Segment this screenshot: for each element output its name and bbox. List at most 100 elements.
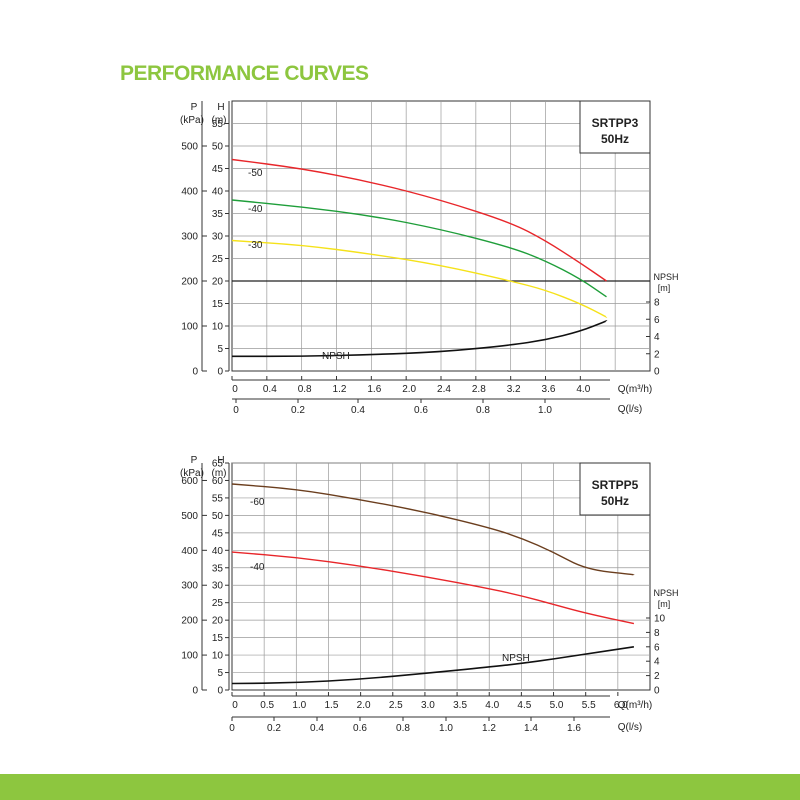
chart1-series-npsh-line <box>232 320 608 358</box>
chart2-q2-tick-label: 1.2 <box>482 723 496 734</box>
chart1-series-label: -30 <box>248 240 263 251</box>
chart2-q1-tick-label: 1.5 <box>325 700 339 711</box>
chart2-npsh-tick-label: 2 <box>654 671 660 682</box>
chart2-p-axis-unit: (kPa) <box>180 468 204 479</box>
chart1-series-curve-line <box>231 199 607 298</box>
chart2-p-tick-label: 600 <box>181 476 198 487</box>
chart2-p-tick-label: 100 <box>181 651 198 662</box>
chart2-p-tick-label: 200 <box>181 616 198 627</box>
chart2-q2-tick-label: 0.4 <box>310 723 324 734</box>
chart2-q2-tick-label: 1.0 <box>439 723 453 734</box>
chart2-h-tick-label: 35 <box>212 563 224 574</box>
chart1-p-tick-label: 200 <box>181 277 198 288</box>
chart1-h-tick-label: 45 <box>212 164 224 175</box>
chart2-q1-tick-label: 5.0 <box>550 700 564 711</box>
chart2-series-label: -60 <box>250 497 265 508</box>
chart2-h-tick-label: 55 <box>212 493 224 504</box>
chart2-series-curve-line <box>231 551 635 625</box>
chart2-title-box <box>579 462 651 516</box>
chart2-series-curve-line <box>231 483 635 576</box>
chart1-h-tick-label: 20 <box>212 277 224 288</box>
chart1-q2-tick-label: 0 <box>233 405 239 416</box>
chart2-h-axis-unit: (m) <box>212 468 227 479</box>
chart1-q1-tick-label: 0.8 <box>298 384 312 395</box>
chart2-q2-tick-label: 0.6 <box>353 723 367 734</box>
chart1-h-axis-label: H <box>217 102 224 113</box>
chart1-p-tick-label: 500 <box>181 142 198 153</box>
chart2-q1-tick-label: 3.0 <box>421 700 435 711</box>
chart2-q1-axis-label: Q(m³/h) <box>618 700 652 711</box>
chart2-subtitle: 50Hz <box>601 494 629 508</box>
chart2-p-tick-label: 300 <box>181 581 198 592</box>
chart1-npsh-tick-label: 6 <box>654 315 660 326</box>
chart1-p-tick-label: 100 <box>181 322 198 333</box>
chart1-h-tick-label: 5 <box>217 344 223 355</box>
chart2-npsh-tick-label: 4 <box>654 657 660 668</box>
chart2-q1-tick-label: 2.5 <box>389 700 403 711</box>
chart1-series-curve-line <box>231 239 608 318</box>
footer-band <box>0 774 800 800</box>
chart2-q1-tick-label: 6.0 <box>614 700 628 711</box>
chart2-p-tick-label: 400 <box>181 546 198 557</box>
chart1-q1-tick-label: 0 <box>232 384 238 395</box>
chart2-npsh-tick-label: 6 <box>654 642 660 653</box>
chart1-h-tick-label: 35 <box>212 209 224 220</box>
chart1-q2-tick-label: 0.8 <box>476 405 490 416</box>
chart1-h-tick-label: 15 <box>212 299 224 310</box>
chart2-q2-tick-label: 0 <box>229 723 235 734</box>
chart2-q2-axis-label: Q(l/s) <box>618 722 642 733</box>
chart1-npsh-tick-label: 2 <box>654 349 660 360</box>
chart1-npsh-tick-label: 0 <box>654 367 660 378</box>
chart1-p-tick-label: 0 <box>192 367 198 378</box>
chart1-h-axis-unit: (m) <box>212 115 227 126</box>
chart1-npsh-tick-label: 4 <box>654 332 660 343</box>
chart2-h-axis-label: H <box>217 455 224 466</box>
chart1-p-tick-label: 400 <box>181 187 198 198</box>
chart1-title-box <box>579 100 651 154</box>
chart2-h-tick-label: 60 <box>212 476 224 487</box>
chart1-q1-tick-label: 0.4 <box>263 384 277 395</box>
chart2-p-tick-label: 0 <box>192 686 198 697</box>
chart2-q1-tick-label: 2.0 <box>357 700 371 711</box>
chart1-h-tick-label: 50 <box>212 142 224 153</box>
chart2-npsh-axis-label: NPSH <box>653 588 678 598</box>
chart1-q1-tick-label: 4.0 <box>576 384 590 395</box>
chart1-q1-tick-label: 2.0 <box>402 384 416 395</box>
chart1-title: SRTPP3 <box>592 116 639 130</box>
chart2-title: SRTPP5 <box>592 478 639 492</box>
chart2-npsh-axis-unit: [m] <box>658 599 671 609</box>
chart1-q1-tick-label: 1.6 <box>367 384 381 395</box>
chart2-q2-tick-label: 1.4 <box>524 723 538 734</box>
chart2-q2-tick-label: 0.8 <box>396 723 410 734</box>
chart1-series-label: -40 <box>248 204 263 215</box>
chart1-series-label: NPSH <box>322 351 350 362</box>
chart2-p-axis-label: P <box>191 455 198 466</box>
chart1-q2-tick-label: 0.6 <box>414 405 428 416</box>
chart2-h-tick-label: 45 <box>212 528 224 539</box>
chart1-q1-tick-label: 2.8 <box>472 384 486 395</box>
chart1-q2-tick-label: 0.4 <box>351 405 365 416</box>
chart1-q1-tick-label: 3.2 <box>507 384 521 395</box>
chart2-q1-tick-label: 0 <box>232 700 238 711</box>
chart1-q2-tick-label: 1.0 <box>538 405 552 416</box>
chart2-q2-tick-label: 0.2 <box>267 723 281 734</box>
chart2-npsh-tick-label: 8 <box>654 628 660 639</box>
chart1-p-axis-unit: (kPa) <box>180 115 204 126</box>
chart2-h-tick-label: 10 <box>212 651 224 662</box>
chart2-p-tick-label: 500 <box>181 511 198 522</box>
chart2-q1-tick-label: 4.0 <box>485 700 499 711</box>
chart1-q1-tick-label: 2.4 <box>437 384 451 395</box>
chart1-h-tick-label: 0 <box>217 367 223 378</box>
chart1-subtitle: 50Hz <box>601 132 629 146</box>
chart1-h-tick-label: 30 <box>212 232 224 243</box>
chart2-h-tick-label: 5 <box>217 668 223 679</box>
chart1-h-tick-label: 40 <box>212 187 224 198</box>
chart2-h-tick-label: 30 <box>212 581 224 592</box>
chart1-series-label: -50 <box>248 168 263 179</box>
chart2-q1-tick-label: 3.5 <box>453 700 467 711</box>
chart2-q1-tick-label: 1.0 <box>292 700 306 711</box>
chart2-h-tick-label: 0 <box>217 686 223 697</box>
chart2-h-tick-label: 15 <box>212 633 224 644</box>
chart2-series-label: -40 <box>250 562 265 573</box>
